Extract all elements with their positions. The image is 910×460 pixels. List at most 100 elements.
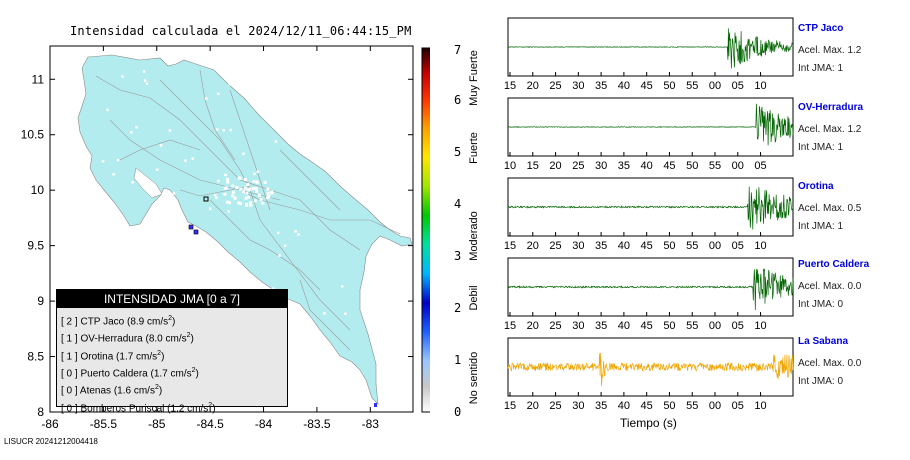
station-marker-south [374,403,377,407]
colorbar-tick-label: 3 [454,249,461,263]
town-dot [259,197,263,201]
legend-item-unit-exponent: 2 [168,315,173,322]
town-dot [248,201,252,205]
legend-item-close: ) [212,402,216,414]
town-dot [256,170,260,173]
station-accel: Acel. Max. 0.5 [798,203,862,214]
legend-item: [ 0 ] Puerto Caldera (1.7 cm/s2) [61,364,287,381]
town-dot [253,199,257,203]
y-tick-label: 11 [32,72,45,86]
station-marker-jaco [188,224,194,230]
waveform-trace [507,103,794,146]
town-dot [102,259,105,262]
legend-item-level: [ 0 ] [61,402,78,414]
colorbar-tick-label: 4 [454,197,461,211]
legend-item: [ 1 ] Orotina (1.7 cm/s2) [61,347,287,364]
waveform-tick-label: 20 [549,160,561,172]
town-dot [116,158,120,162]
waveform-tick-label: 55 [686,80,698,92]
y-tick-label: 9.5 [27,239,44,253]
town-dot [204,97,208,100]
town-dot [225,200,229,204]
waveform-tick-label: 20 [527,320,539,332]
x-tick-label: -83 [362,417,380,431]
waveform-tick-label: 05 [732,240,744,252]
waveform-tick-label: 45 [663,160,675,172]
town-dot [237,201,241,205]
town-dot [266,187,270,191]
waveform-tick-label: 20 [527,80,539,92]
town-dot [222,129,225,132]
town-dot [244,76,247,79]
colorbar-tick-label: 0 [454,405,461,419]
town-dot [257,193,261,197]
town-dot [254,186,258,190]
town-dot [217,179,220,183]
legend-item-close: ) [195,368,199,380]
waveform-tick-label: 50 [663,320,675,332]
waveform-tick-label: 40 [618,320,630,332]
town-dot [319,106,322,109]
town-dot [213,193,217,197]
town-dot [227,210,231,213]
town-dot [112,173,115,176]
waveform-tick-label: 10 [754,320,766,332]
town-dot [139,263,143,266]
waveform-tick-label: 45 [641,400,653,412]
town-dot [238,202,242,206]
waveform-panels: 15 20 25 30 35 40 45 50 55 00 05 10 10 15 20 25 30 35 40 45… [504,17,794,412]
town-dot [269,190,273,194]
town-dot [217,92,220,96]
town-dot [142,70,146,73]
town-dot [283,244,287,247]
town-dot [235,186,239,190]
waveform-tick-label: 40 [641,160,653,172]
colorbar-tick-label: 7 [454,43,461,57]
town-dot [155,168,159,171]
waveform-tick-label: 05 [754,160,766,172]
waveform-tick-label: 30 [572,240,584,252]
waveform-tick-label: 25 [572,160,584,172]
town-dot [245,203,249,207]
waveform-tick-label: 40 [618,80,630,92]
town-dot [348,117,351,120]
station-name: Orotina [798,181,834,192]
town-dot [168,129,172,132]
y-tick-label: 10 [31,183,45,197]
waveform-tick-label: 40 [618,240,630,252]
town-dot [239,277,243,281]
waveform-tick-label: 30 [595,160,607,172]
town-dot [130,130,133,134]
colorbar-tick-label: 2 [454,301,461,315]
town-dot [294,230,297,233]
waveform-panel: 15 20 25 30 35 40 45 50 55 00 05 10 [504,17,794,92]
colorbar-tick-label: 5 [454,145,461,159]
town-dot [246,195,250,199]
colorbar-category-label: No sentido [468,352,480,405]
town-dot [233,196,237,200]
town-dot [323,312,326,315]
waveform-trace [507,28,794,69]
town-dot [239,187,243,191]
town-dot [255,180,259,184]
town-dot [214,279,217,283]
waveform-trace [507,186,794,230]
legend-item-name: Atenas [79,385,112,397]
town-dot [247,188,251,192]
waveform-tick-label: 35 [618,160,630,172]
waveform-trace [507,352,794,387]
town-dot [255,189,259,193]
waveform-tick-label: 00 [709,320,721,332]
waveform-tick-label: 45 [641,240,653,252]
station-accel: Acel. Max. 0.0 [798,358,862,369]
town-dot [209,207,212,211]
town-dot [333,136,336,139]
town-dot [242,152,245,156]
waveform-panel: 15 20 25 30 35 40 45 50 55 00 05 10 [504,257,794,332]
station-jma: Int JMA: 0 [798,376,844,387]
town-dot [243,186,247,190]
town-dot [252,180,255,183]
town-dot [143,79,147,82]
town-dot [277,231,280,235]
town-dot [231,194,235,198]
